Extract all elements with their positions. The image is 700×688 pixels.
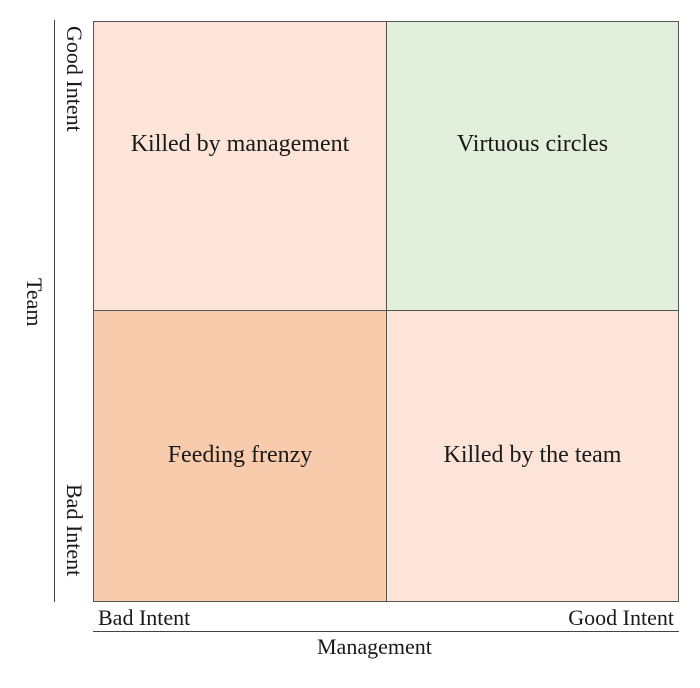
quadrant-bottom-left: Feeding frenzy [94,311,387,601]
y-axis-title: Team [22,278,47,327]
y-axis-line [54,20,55,602]
quadrant-matrix: Killed by management Virtuous circles Fe… [93,21,679,602]
x-axis-title: Management [317,634,432,659]
quadrant-top-left-label: Killed by management [130,130,350,157]
quadrant-bottom-left-label: Feeding frenzy [167,441,313,468]
quadrant-top-right: Virtuous circles [387,22,678,311]
quadrant-bottom-right: Killed by the team [387,311,678,601]
quadrant-top-left: Killed by management [94,22,387,311]
y-axis-bottom-label: Bad Intent [62,484,87,577]
x-axis-line [93,631,679,632]
quadrant-bottom-right-label: Killed by the team [443,441,622,468]
x-axis-right-label: Good Intent [568,605,674,630]
x-axis-left-label: Bad Intent [98,605,191,630]
y-axis-top-label: Good Intent [62,26,87,132]
quadrant-top-right-label: Virtuous circles [456,130,609,157]
